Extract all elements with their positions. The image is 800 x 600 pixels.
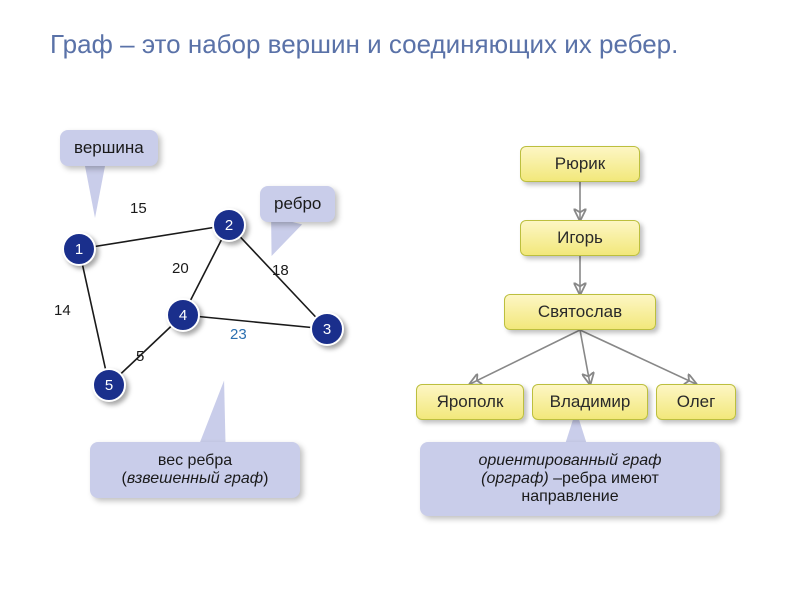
callout-edge-label: ребро [274,194,321,213]
edge-weight-4-5: 5 [136,348,144,365]
graph-node-2: 2 [212,208,246,242]
callout-orgraph-line1: ориентированный граф [436,452,704,470]
graph-node-3: 3 [310,312,344,346]
tree-node-s: Святослав [504,294,656,330]
callout-orgraph: ориентированный граф (орграф) –ребра име… [420,442,720,516]
graph-node-1: 1 [62,232,96,266]
callout-orgraph-line1b: (орграф) –ребра имеют [436,470,704,488]
callout-weight-line2: (взвешенный граф) [106,470,284,488]
graph-node-5: 5 [92,368,126,402]
tree-node-i: Игорь [520,220,640,256]
callout-weight: вес ребра (взвешенный граф) [90,442,300,498]
tree-node-o: Олег [656,384,736,420]
callout-vertex-label: вершина [74,138,144,157]
edge-weight-1-2: 15 [130,200,147,217]
callout-edge-pointer [262,217,302,262]
callout-orgraph-line2: направление [436,488,704,506]
callout-weight-pointer [198,378,238,452]
graph-node-4: 4 [166,298,200,332]
callout-edge: ребро [260,186,335,222]
edge-weight-4-3: 23 [230,326,247,343]
page-title: Граф – это набор вершин и соединяющих их… [50,28,730,61]
edge-weight-2-4: 20 [172,260,189,277]
callout-weight-line1: вес ребра [106,452,284,470]
tree-node-r: Рюрик [520,146,640,182]
callout-vertex-pointer [85,166,105,218]
edge-weight-2-3: 18 [272,262,289,279]
edge-weight-1-5: 14 [54,302,71,319]
tree-node-v: Владимир [532,384,648,420]
tree-node-ya: Ярополк [416,384,524,420]
callout-vertex: вершина [60,130,158,166]
